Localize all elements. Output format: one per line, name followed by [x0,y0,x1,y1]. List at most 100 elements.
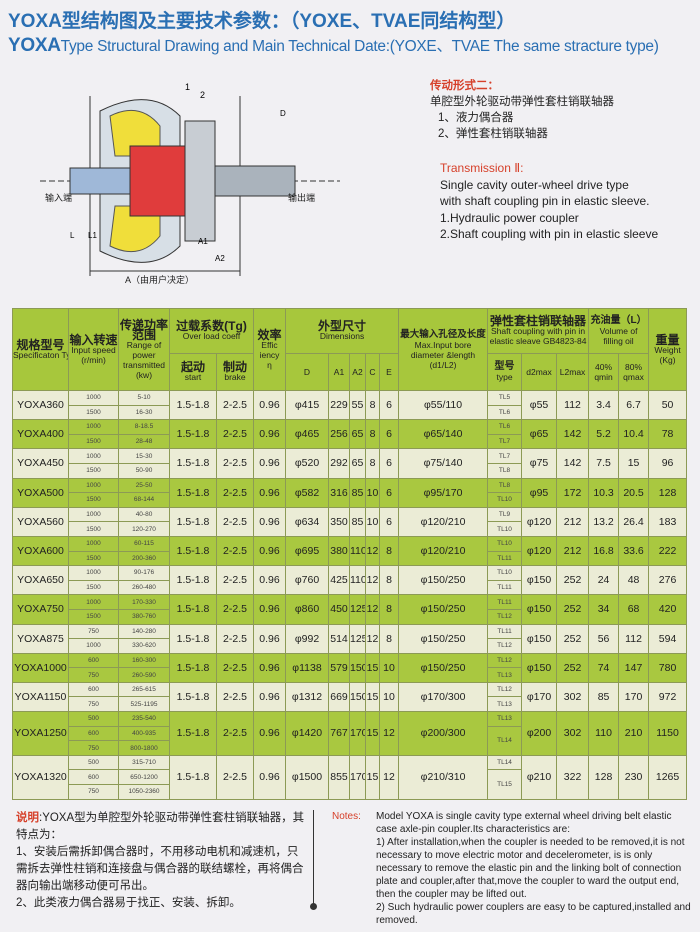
cell-q40: 3.4 [588,389,620,421]
cell-speed: 1000 [68,390,119,406]
cell-eff: 0.96 [253,419,286,450]
cell-type: TL11 [487,623,523,640]
cell-speed: 1000 [68,638,119,654]
header-d: D [285,353,329,391]
cell-start: 1.5-1.8 [169,448,217,479]
cell-c: 8 [365,419,380,450]
header-l2: L2max [556,353,590,391]
cell-l2: 252 [556,623,590,654]
label-l1: L1 [88,231,97,240]
table-row: 750 525-1195 TL13 [13,696,687,713]
cell-speed: 750 [68,740,119,756]
cell-q40: 10.3 [588,477,620,508]
cell-a2: 55 [349,389,366,421]
cell-a2: 170 [349,711,366,756]
cell-power: 120-270 [118,521,170,537]
cell-brake: 2-2.5 [216,389,254,421]
header-start: 起动 start [169,353,217,391]
cell-d: φ634 [285,506,329,537]
cell-bore: φ75/140 [398,448,489,479]
cell-c: 8 [365,389,380,421]
cell-weight: 1150 [648,711,688,756]
cell-weight: 594 [648,623,688,654]
cell-eff: 0.96 [253,506,286,537]
cell-type: TL10 [487,535,523,552]
cell-a2: 125 [349,623,366,654]
cell-q80: 230 [618,754,650,800]
table-row: YOXA560 1000 40-80 1.5-1.8 2-2.5 0.96 φ634 350 8… [12,506,688,537]
output-label: 输出端 [288,192,315,203]
cell-q80: 68 [618,594,650,625]
cell-speed: 600 [68,652,119,669]
header-q40: 40% qmin [588,353,620,391]
cell-c: 15 [365,652,380,683]
table-row: 1500 50-90 TL8 [13,462,687,479]
cell-eff: 0.96 [253,681,286,713]
cell-speed: 1500 [68,492,119,508]
table-row: YOXA875 750 140-280 1.5-1.8 2-2.5 0.96 φ992 514… [12,623,688,654]
cell-d: φ860 [285,594,329,625]
table-row: YOXA1150 600 265-615 1.5-1.8 2-2.5 0.96 φ1312 6… [12,681,688,713]
cell-brake: 2-2.5 [216,448,254,479]
cell-e: 6 [378,389,400,421]
cell-a1: 425 [328,565,350,596]
cell-e: 8 [378,535,400,567]
cell-q40: 5.2 [588,419,620,450]
cell-e: 6 [378,477,400,508]
table-row: YOXA450 1000 15-30 1.5-1.8 2-2.5 0.96 φ520 292 6… [12,448,688,479]
page-title-cn: YOXA型结构图及主要技术参数：（YOXE、TVAE同结构型） [8,11,516,32]
header-a2: A2 [349,353,366,391]
table-row: 1500 120-270 TL10 [13,521,687,537]
cell-spec: YOXA750 [12,594,69,625]
cell-q40: 56 [588,623,620,654]
cell-power: 170-330 [118,594,170,610]
header-dims: 外型尺寸 Dimensions [284,308,400,354]
cell-a1: 855 [328,754,350,800]
cell-bore: φ150/250 [398,594,489,625]
transmission-en-heading: Transmission Ⅱ: [440,161,524,175]
cell-l2: 252 [556,565,590,596]
cell-l2: 302 [556,711,590,756]
transmission-en: Transmission Ⅱ: Single cavity outer-whee… [440,160,658,243]
cell-speed: 1000 [68,506,119,523]
cell-start: 1.5-1.8 [169,419,217,450]
cell-power: 28-48 [118,433,170,450]
cell-weight: 780 [648,652,688,683]
notes-cn-line: :YOXA型为单腔型外轮驱动带弹性套柱销联轴器，其特点为： [16,812,305,841]
cell-power: 60-115 [118,535,170,552]
cell-weight: 50 [648,389,688,421]
cell-c: 8 [365,448,380,479]
cell-q80: 33.6 [618,535,650,567]
cell-weight: 1265 [648,754,688,800]
cell-l2: 322 [556,754,590,800]
cell-l2: 212 [556,506,590,537]
header-e: E [378,353,400,391]
cell-brake: 2-2.5 [216,565,254,596]
transmission-en-line: 2.Shaft coupling with pin in elastic sle… [440,227,659,241]
cell-a1: 579 [328,652,350,683]
cell-weight: 276 [648,565,688,596]
cell-d: φ695 [285,535,329,567]
cell-weight: 96 [648,448,688,479]
cell-type: TL6 [487,404,523,421]
cell-a1: 380 [328,535,350,567]
table-row: YOXA1000 600 160-300 1.5-1.8 2-2.5 0.96 φ1138 5… [12,652,688,683]
cell-eff: 0.96 [253,535,286,567]
cell-q40: 24 [588,565,620,596]
cell-bore: φ120/210 [398,506,489,537]
cell-speed: 1000 [68,594,119,610]
a-label: A（由用户决定） [125,274,194,285]
cell-start: 1.5-1.8 [169,652,217,683]
cell-eff: 0.96 [253,711,286,756]
cell-d2: φ95 [521,477,558,508]
header-bore: 最大输入孔径及长度 Max.Input bore diameter &length… [398,308,489,391]
cell-bore: φ150/250 [398,565,489,596]
table-row: YOXA500 1000 25-50 1.5-1.8 2-2.5 0.96 φ582 316 8… [12,477,688,508]
cell-spec: YOXA1000 [12,652,69,683]
cell-e: 6 [378,419,400,450]
header-coupling: 弹性套柱销联轴器 Shaft coupling with pin in elast… [487,308,590,354]
cell-power: 160-300 [118,652,170,669]
cell-weight: 222 [648,535,688,567]
cell-power: 5-10 [118,390,170,406]
cell-a1: 292 [328,448,350,479]
